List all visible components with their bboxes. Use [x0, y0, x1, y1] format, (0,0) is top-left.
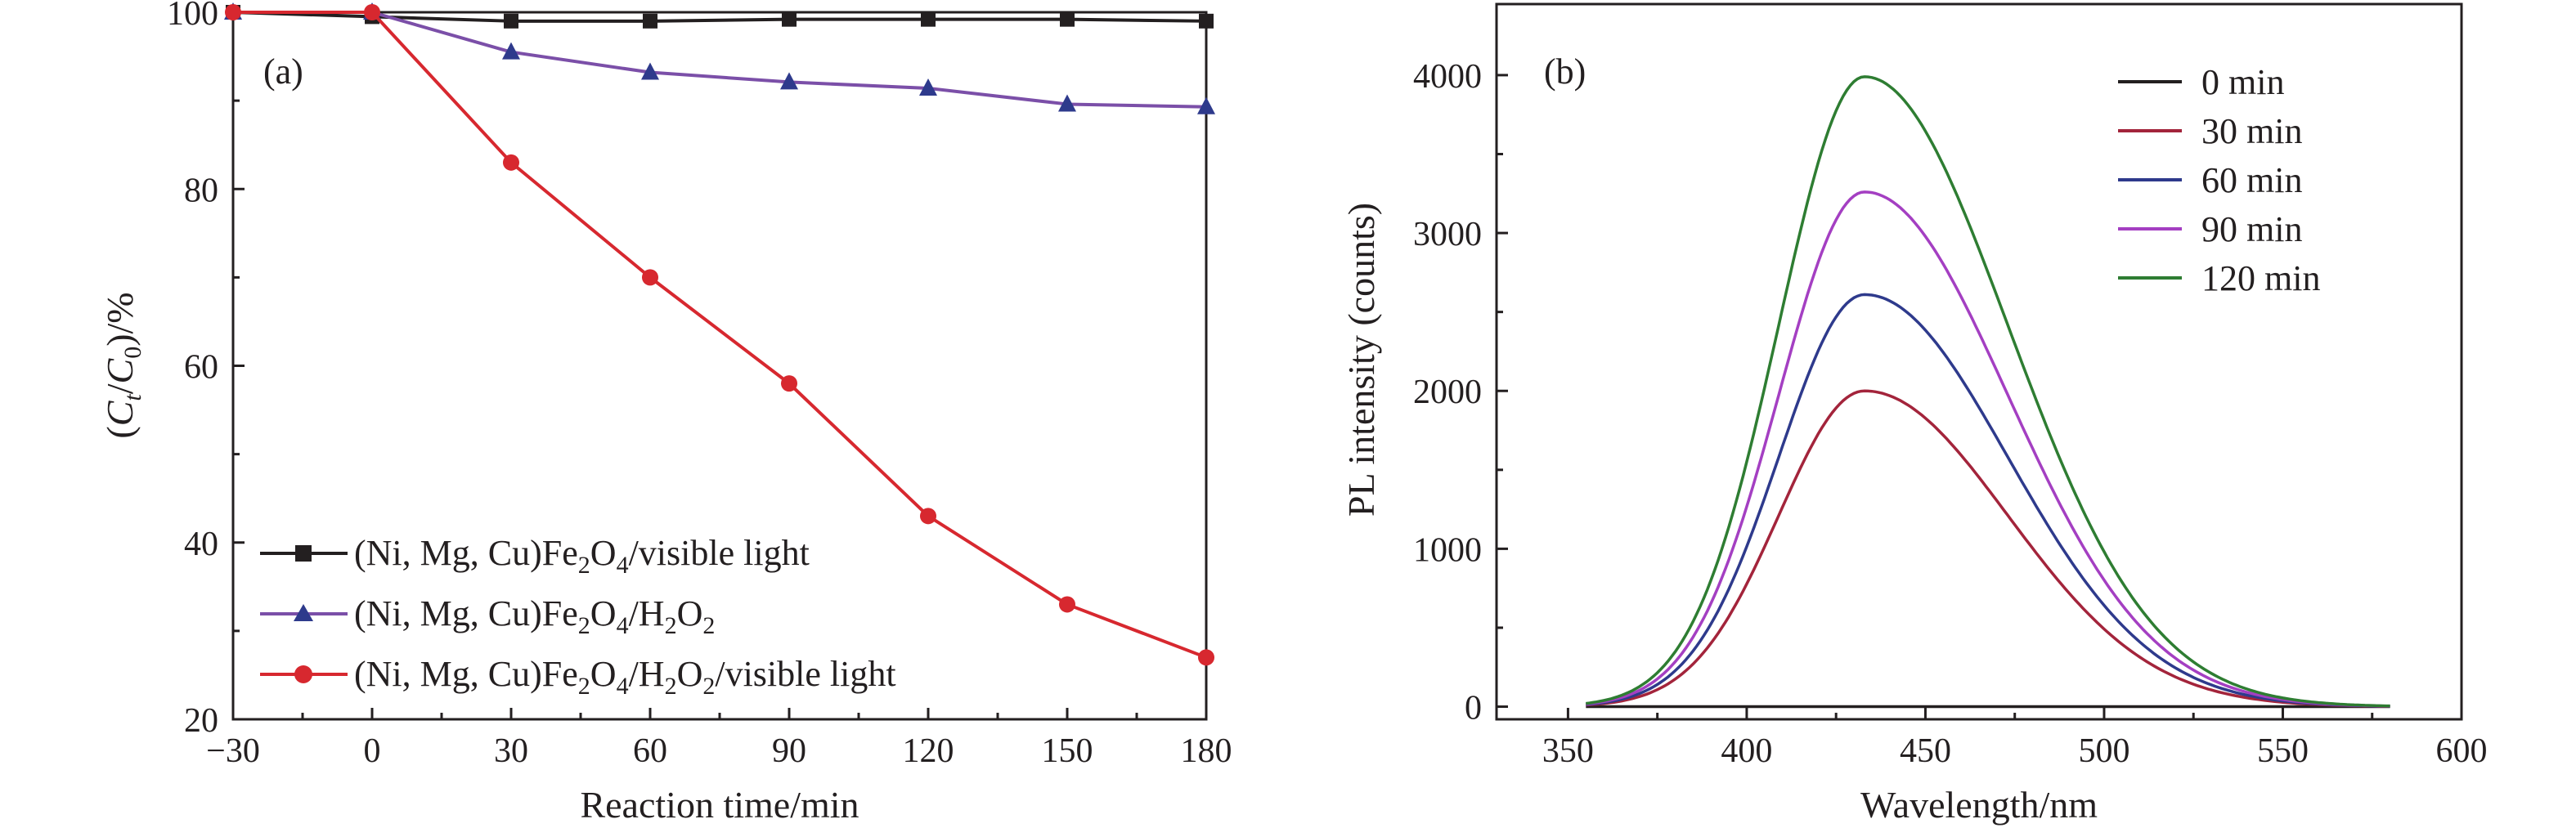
panel-a-point	[1199, 13, 1214, 29]
panel-a-point	[919, 78, 937, 96]
legend-label-visible-light: (Ni, Mg, Cu)Fe2O4/visible light	[354, 533, 810, 579]
panel-b-legend-label: 30 min	[2201, 111, 2302, 151]
panel-b-y-axis-label: PL intensity (counts)	[1340, 203, 1382, 517]
panel-a-point	[364, 4, 380, 20]
panel-b-y-tick-label: 4000	[1413, 58, 1482, 96]
panel-a-point	[1060, 11, 1075, 27]
panel-b-y-tick-label: 1000	[1413, 531, 1482, 569]
panel-b-x-tick-label: 550	[2257, 732, 2309, 770]
legend-item-h2o2-visible-light: (Ni, Mg, Cu)Fe2O4/H2O2/visible light	[260, 654, 896, 700]
panel-a-y-tick-label: 40	[184, 526, 218, 563]
panel-b-legend-label: 60 min	[2201, 160, 2302, 200]
panel-b-x-tick-label: 500	[2078, 732, 2129, 770]
panel-a-chart: −30 0 30 60 90 120 150 180 20 40 60 80 100 (a) React…	[99, 0, 1232, 826]
panel-a-legend: (Ni, Mg, Cu)Fe2O4/visible light (Ni, Mg,…	[260, 533, 896, 700]
panel-a-x-axis-label: Reaction time/min	[580, 784, 859, 826]
legend-square-marker	[295, 545, 312, 562]
panel-b-legend-item: 90 min	[2118, 209, 2302, 249]
panel-b-series	[1586, 75, 2390, 709]
panel-a-point	[504, 13, 518, 29]
panel-b-legend-item: 30 min	[2118, 111, 2302, 151]
panel-b-x-tick-label: 450	[1900, 732, 1951, 770]
panel-b-x-tick-label: 400	[1721, 732, 1772, 770]
panel-a-point	[1058, 94, 1076, 112]
panel-a-y-tick-label: 20	[184, 702, 218, 740]
panel-a-x-tick-label: 90	[772, 732, 806, 770]
panel-b-legend-label: 120 min	[2201, 258, 2320, 298]
panel-b-x-tick-label: 350	[1542, 732, 1594, 770]
panel-a-point	[641, 62, 659, 80]
panel-b-series-1-line	[1586, 389, 2390, 708]
panel-a-point	[781, 375, 797, 392]
panel-a-series	[224, 2, 1215, 666]
panel-a-x-tick-label: 180	[1181, 732, 1232, 770]
panel-a-point	[502, 42, 520, 60]
panel-a-point	[1059, 596, 1075, 613]
panel-a-x-tick-label: 150	[1042, 732, 1093, 770]
legend-label-h2o2-visible-light: (Ni, Mg, Cu)Fe2O4/H2O2/visible light	[354, 654, 896, 700]
panel-b-x-axis-label: Wavelength/nm	[1860, 784, 2098, 826]
legend-triangle-marker	[294, 604, 313, 621]
panel-b-legend: 0 min 30 min 60 min 90 min 120 min	[2118, 62, 2320, 298]
legend-label-h2o2: (Ni, Mg, Cu)Fe2O4/H2O2	[354, 593, 715, 639]
panel-a-point	[1197, 96, 1215, 114]
panel-a-point	[643, 13, 657, 29]
panel-b-legend-label: 0 min	[2201, 62, 2284, 102]
legend-circle-marker	[294, 665, 312, 683]
panel-b-legend-label: 90 min	[2201, 209, 2302, 249]
panel-a-point	[225, 4, 241, 20]
panel-a-tag: (a)	[263, 51, 303, 92]
panel-a-x-tick-label: 60	[633, 732, 667, 770]
panel-b-legend-item: 0 min	[2118, 62, 2284, 102]
panel-b-series-2-line	[1586, 293, 2390, 708]
panel-b-legend-item: 120 min	[2118, 258, 2320, 298]
panel-a-y-tick-label: 100	[167, 0, 218, 33]
panel-a-x-tick-label: 0	[364, 732, 381, 770]
panel-b-x-tick-label: 600	[2436, 732, 2488, 770]
legend-item-visible-light: (Ni, Mg, Cu)Fe2O4/visible light	[260, 533, 810, 579]
panel-a-x-tick-label: 30	[494, 732, 528, 770]
panel-b-series-3-line	[1586, 190, 2390, 708]
panel-a-point	[780, 72, 798, 90]
panel-b-y-tick-label: 2000	[1413, 374, 1482, 411]
panel-a-y-tick-label: 60	[184, 349, 218, 387]
panel-a-point	[782, 11, 797, 27]
panel-a-x-tick-label: 120	[903, 732, 954, 770]
panel-b-ticks: 350 400 450 500 550 600 0 1000 2000 3000 4000	[1413, 58, 2488, 770]
panel-a-series-2	[225, 4, 1214, 666]
panel-a-point	[921, 11, 936, 27]
panel-b-series-4-line	[1586, 75, 2390, 708]
panel-a-y-tick-label: 80	[184, 172, 218, 209]
panel-a-point	[503, 154, 519, 171]
panel-a-point	[1198, 649, 1214, 666]
panel-a-y-axis-label: (Ct/C0)/%	[99, 292, 146, 438]
panel-b-legend-item: 60 min	[2118, 160, 2302, 200]
panel-b-plot-frame	[1495, 2, 2463, 721]
panel-a-ticks: −30 0 30 60 90 120 150 180 20 40 60 80 100	[167, 0, 1232, 770]
legend-item-h2o2: (Ni, Mg, Cu)Fe2O4/H2O2	[260, 593, 715, 639]
panel-a-series-line	[233, 11, 1207, 109]
panel-a-point	[920, 508, 936, 525]
panel-b-y-tick-label: 0	[1465, 690, 1482, 727]
panel-b-y-tick-label: 3000	[1413, 216, 1482, 253]
panel-a-series-line	[233, 11, 1207, 660]
panel-a-point	[642, 269, 658, 286]
panel-b-tag: (b)	[1544, 51, 1586, 92]
panel-a-x-tick-label: −30	[206, 732, 260, 770]
